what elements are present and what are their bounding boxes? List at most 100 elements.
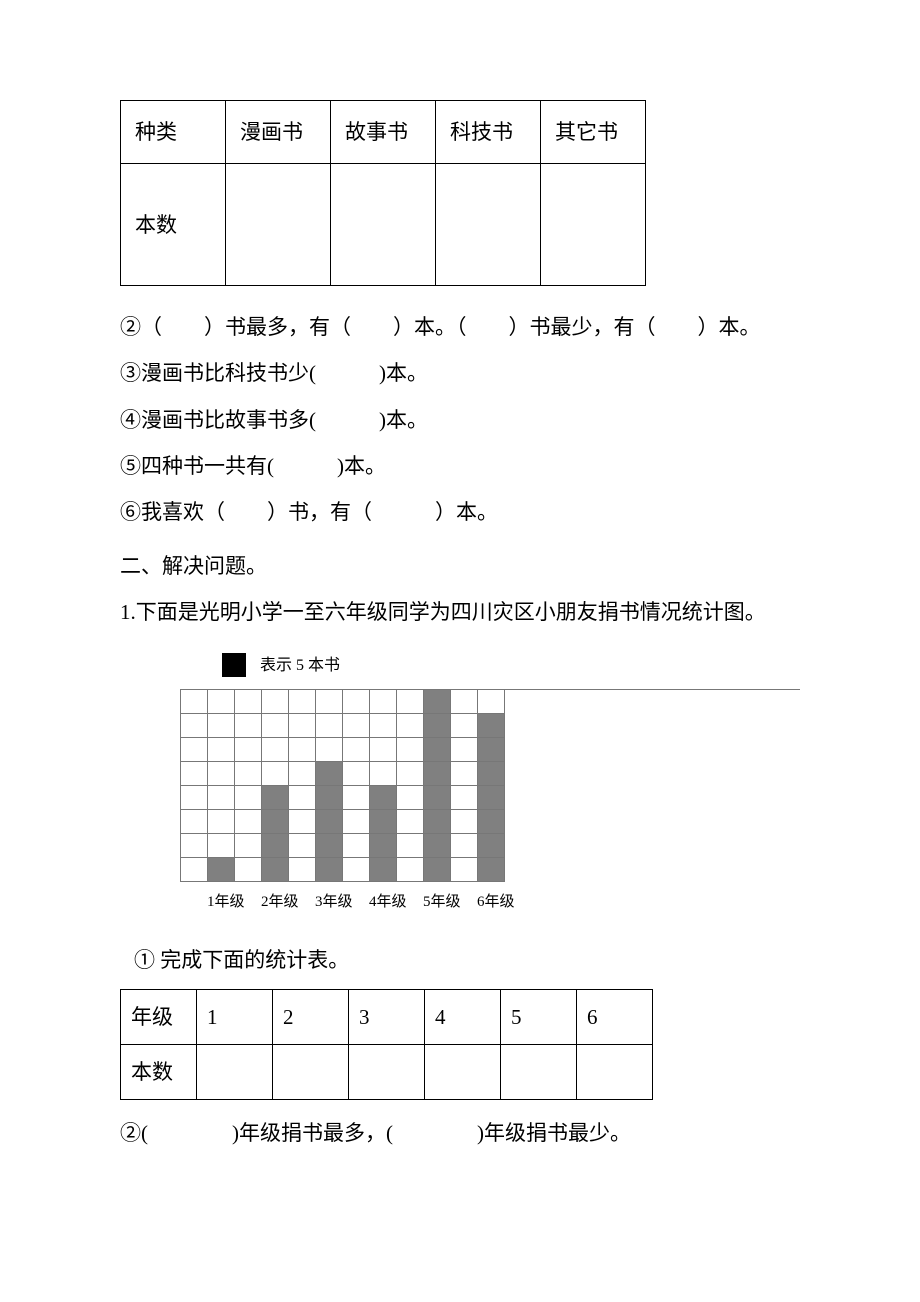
x-label	[288, 886, 315, 919]
chart-legend: 表示 5 本书	[222, 648, 800, 683]
chart-cell	[370, 810, 397, 834]
chart-cell	[181, 738, 208, 762]
header-cell: 年级	[121, 989, 197, 1044]
chart-cell	[424, 690, 451, 714]
chart-cell	[235, 834, 262, 858]
chart-cell	[451, 714, 478, 738]
chart-cell	[208, 714, 235, 738]
question-most-least: ②( )年级捐书最多，( )年级捐书最少。	[120, 1110, 800, 1156]
chart-cell	[343, 786, 370, 810]
header-cell: 故事书	[331, 101, 436, 164]
chart-cell	[181, 834, 208, 858]
chart-cell	[424, 762, 451, 786]
header-cell: 3	[349, 989, 425, 1044]
chart-cell	[316, 738, 343, 762]
header-cell: 4	[425, 989, 501, 1044]
chart-cell	[451, 858, 478, 882]
x-label: 4年级	[369, 886, 396, 919]
bar-chart: 表示 5 本书 1年级 2年级 3年级 4年级 5年级 6年级	[180, 648, 800, 919]
chart-cell	[235, 714, 262, 738]
chart-cell	[451, 762, 478, 786]
chart-cell	[424, 810, 451, 834]
legend-swatch	[222, 653, 246, 677]
chart-cell	[235, 762, 262, 786]
chart-cell	[262, 690, 289, 714]
chart-cell	[208, 786, 235, 810]
chart-cell	[343, 690, 370, 714]
header-cell: 1	[197, 989, 273, 1044]
x-label: 1年级	[207, 886, 234, 919]
empty-cell	[501, 1045, 577, 1100]
x-label: 2年级	[261, 886, 288, 919]
chart-cell	[397, 858, 424, 882]
chart-cell	[424, 738, 451, 762]
chart-cell	[181, 714, 208, 738]
chart-cell	[289, 738, 316, 762]
chart-cell	[451, 690, 478, 714]
chart-cell	[289, 690, 316, 714]
question-6: ⑥我喜欢（ ）书，有（ ）本。	[120, 489, 800, 535]
chart-cell	[424, 834, 451, 858]
chart-cell	[397, 738, 424, 762]
empty-cell	[197, 1045, 273, 1100]
chart-cell	[289, 714, 316, 738]
question-4: ④漫画书比故事书多( )本。	[120, 397, 800, 443]
chart-cell	[289, 810, 316, 834]
row-label-cell: 本数	[121, 1045, 197, 1100]
x-label	[342, 886, 369, 919]
empty-cell	[331, 164, 436, 286]
chart-cell	[208, 858, 235, 882]
table-row: 本数	[121, 1045, 653, 1100]
chart-cell	[262, 834, 289, 858]
chart-cell	[478, 762, 505, 786]
chart-cell	[316, 762, 343, 786]
book-type-table: 种类 漫画书 故事书 科技书 其它书 本数	[120, 100, 646, 286]
chart-cell	[235, 738, 262, 762]
table-row: 种类 漫画书 故事书 科技书 其它书	[121, 101, 646, 164]
question-5: ⑤四种书一共有( )本。	[120, 443, 800, 489]
chart-cell	[478, 858, 505, 882]
chart-cell	[181, 786, 208, 810]
chart-cell	[343, 834, 370, 858]
chart-cell	[397, 690, 424, 714]
x-label	[234, 886, 261, 919]
empty-cell	[273, 1045, 349, 1100]
chart-cell	[343, 738, 370, 762]
chart-cell	[397, 786, 424, 810]
chart-cell	[424, 786, 451, 810]
chart-cell	[208, 690, 235, 714]
chart-cell	[397, 762, 424, 786]
chart-cell	[370, 858, 397, 882]
chart-cell	[235, 810, 262, 834]
chart-cell	[181, 810, 208, 834]
chart-cell	[208, 738, 235, 762]
chart-cell	[478, 690, 505, 714]
chart-cell	[289, 834, 316, 858]
chart-cell	[181, 762, 208, 786]
chart-cell	[181, 858, 208, 882]
chart-cell	[235, 858, 262, 882]
x-label: 3年级	[315, 886, 342, 919]
chart-cell	[262, 762, 289, 786]
x-label	[396, 886, 423, 919]
chart-cell	[451, 834, 478, 858]
chart-cell	[478, 714, 505, 738]
chart-cell	[208, 762, 235, 786]
chart-cell	[181, 690, 208, 714]
chart-cell	[316, 714, 343, 738]
chart-cell	[262, 714, 289, 738]
empty-cell	[349, 1045, 425, 1100]
question-3: ③漫画书比科技书少( )本。	[120, 350, 800, 396]
chart-cell	[397, 834, 424, 858]
x-label: 5年级	[423, 886, 450, 919]
chart-cell	[370, 762, 397, 786]
x-label: 6年级	[477, 886, 504, 919]
table-row: 本数	[121, 164, 646, 286]
chart-cell	[316, 786, 343, 810]
chart-cell	[316, 690, 343, 714]
chart-cell	[289, 762, 316, 786]
grade-table: 年级 1 2 3 4 5 6 本数	[120, 989, 653, 1100]
empty-cell	[541, 164, 646, 286]
chart-cell	[370, 834, 397, 858]
header-cell: 其它书	[541, 101, 646, 164]
